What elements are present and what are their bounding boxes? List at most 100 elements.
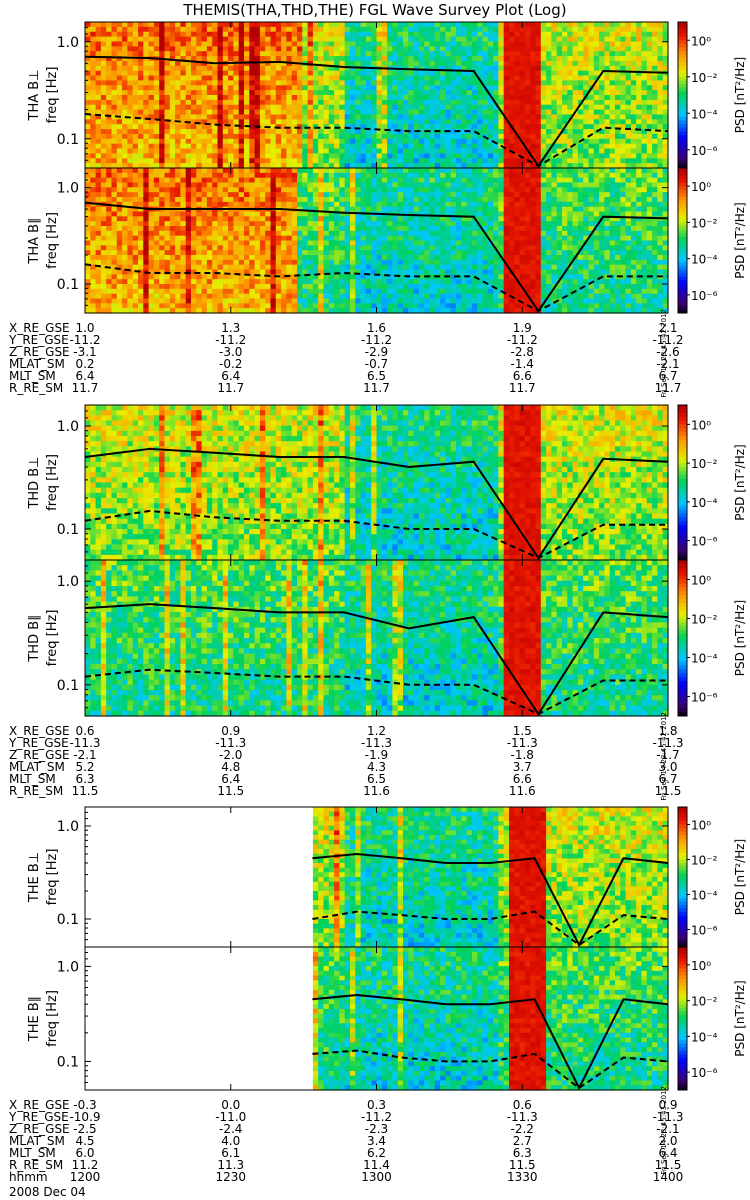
colorbar-tick-label: 10⁻² [691, 995, 718, 1009]
ephemeris-value: -2.1 [73, 748, 97, 762]
y-tick-label: 1.0 [57, 181, 79, 197]
colorbar-label: PSD [nT²/Hz] [733, 57, 747, 133]
ephemeris-value: 0.6 [75, 724, 95, 738]
ephemeris-row-label: MLAT_SM [9, 1134, 65, 1148]
ephemeris-value: -1.7 [656, 748, 680, 762]
colorbar-tick-label: 10⁻⁶ [691, 289, 718, 303]
y-tick-label: 0.1 [57, 1054, 79, 1070]
panel-label: THD B∥ [27, 614, 42, 662]
ephemeris-value: 6.3 [512, 1146, 532, 1160]
ephemeris-value: 1.0 [75, 321, 95, 335]
ephemeris-value: -1.4 [510, 357, 534, 371]
ephemeris-value: 5.2 [75, 760, 95, 774]
ephemeris-row-label: Z_RE_GSE [9, 1122, 70, 1136]
y-tick-label: 1.0 [57, 574, 79, 590]
ephemeris-value: 11.2 [71, 1158, 99, 1172]
ephemeris-value: 6.0 [75, 1146, 95, 1160]
colorbar-tick-label: 10⁰ [691, 34, 711, 48]
colorbar-tick-label: 10⁻⁴ [691, 889, 718, 903]
ephemeris-value: -11.3 [69, 736, 101, 750]
y-axis-label: freq [Hz] [45, 610, 60, 667]
ephemeris-value: 1.8 [658, 724, 678, 738]
y-axis-label: freq [Hz] [45, 990, 60, 1047]
panel-label: THE B⊥ [27, 852, 42, 903]
ephemeris-value: -11.2 [69, 333, 101, 347]
dashed-line-4 [312, 910, 669, 947]
colorbar-label: PSD [nT²/Hz] [733, 202, 747, 278]
ephemeris-value: -11.3 [652, 736, 684, 750]
dashed-line-1 [84, 263, 668, 313]
ephemeris-value: 11.6 [508, 784, 536, 798]
ephemeris-value: -11.2 [215, 333, 247, 347]
ephemeris-value: -2.9 [364, 345, 389, 359]
ephemeris-value: 4.5 [75, 1134, 95, 1148]
time-tick-label: 1230 [215, 1170, 247, 1184]
ephemeris-row-label: MLT_SM [9, 772, 56, 786]
ephemeris-value: 11.5 [508, 1158, 536, 1172]
ephemeris-value: -1.9 [364, 748, 389, 762]
colorbar-label: PSD [nT²/Hz] [733, 444, 747, 520]
colorbar-tick-label: 10⁰ [691, 819, 711, 833]
colorbar [677, 167, 688, 314]
ephemeris-value: 1.3 [221, 321, 241, 335]
ephemeris-value: -0.2 [219, 357, 243, 371]
ephemeris-value: -2.4 [219, 1122, 243, 1136]
y-tick-label: 1.0 [57, 35, 79, 51]
colorbar-tick-label: 10⁻⁶ [691, 535, 718, 549]
solid-line-4 [312, 852, 669, 948]
ephemeris-value: -2.6 [656, 345, 680, 359]
ephemeris-value: 1.5 [512, 724, 532, 738]
chart-title: THEMIS(THA,THD,THE) FGL Wave Survey Plot… [183, 1, 567, 19]
ephemeris-value: -10.9 [69, 1110, 101, 1124]
colorbar-tick-label: 10⁻⁴ [691, 496, 718, 510]
solid-line-2 [84, 447, 669, 560]
ephemeris-value: 11.5 [654, 784, 682, 798]
colorbar-tick-label: 10⁻⁴ [691, 107, 718, 121]
colorbar [677, 946, 688, 1091]
colorbar [677, 806, 688, 948]
ephemeris-row-label: Y_RE_GSE [9, 1110, 69, 1124]
colorbar-tick-label: 10⁻⁶ [691, 1066, 718, 1080]
ephemeris-row-label: MLAT_SM [9, 760, 65, 774]
spectrogram-thd-bperp [85, 405, 669, 561]
ephemeris-value: 11.7 [654, 381, 682, 395]
ephemeris-value: -11.3 [652, 1110, 684, 1124]
y-tick-label: 0.1 [57, 522, 79, 538]
y-tick-label: 1.0 [57, 959, 79, 975]
ephemeris-value: 1.9 [512, 321, 532, 335]
time-tick-label: 1330 [506, 1170, 538, 1184]
ephemeris-value: -11.2 [506, 333, 538, 347]
ephemeris-value: -11.2 [360, 1110, 393, 1124]
colorbar-tick-label: 10⁻² [691, 457, 718, 471]
ephemeris-value: -1.8 [510, 748, 534, 762]
spectrogram-tha-bpar [85, 168, 669, 314]
colorbar-label: PSD [nT²/Hz] [733, 600, 747, 676]
colorbar-tick-label: 10⁻² [691, 613, 718, 627]
ephemeris-value: 0.6 [512, 1098, 532, 1112]
ephemeris-value: -2.8 [510, 345, 534, 359]
ephemeris-value: 4.8 [221, 760, 241, 774]
ephemeris-row-label: X_RE_GSE [9, 321, 70, 335]
time-tick-label: 1400 [652, 1170, 684, 1184]
ephemeris-value: 11.6 [363, 784, 390, 798]
ephemeris-value: 11.7 [508, 381, 536, 395]
dashed-line-0 [84, 113, 669, 168]
ephemeris-value: 6.4 [75, 369, 95, 383]
colorbar-tick-label: 10⁻⁶ [691, 924, 718, 938]
ephemeris-value: -11.0 [215, 1110, 247, 1124]
ephemeris-value: 11.5 [71, 784, 99, 798]
ephemeris-value: -2.5 [73, 1122, 97, 1136]
ephemeris-value: -0.7 [364, 357, 389, 371]
colorbar [677, 21, 688, 169]
solid-line-3 [84, 603, 669, 716]
ephemeris-value: -3.0 [219, 345, 243, 359]
ephemeris-value: 6.4 [221, 772, 241, 786]
ephemeris-row-label: Z_RE_GSE [9, 748, 70, 762]
colorbar-tick-label: 10⁰ [691, 574, 711, 588]
panel-label: THA B⊥ [27, 70, 42, 122]
colorbar-tick-label: 10⁻⁴ [691, 1030, 718, 1044]
colorbar-tick-label: 10⁻⁴ [691, 652, 718, 666]
solid-line-0 [84, 55, 669, 168]
colorbar-label: PSD [nT²/Hz] [733, 980, 747, 1056]
